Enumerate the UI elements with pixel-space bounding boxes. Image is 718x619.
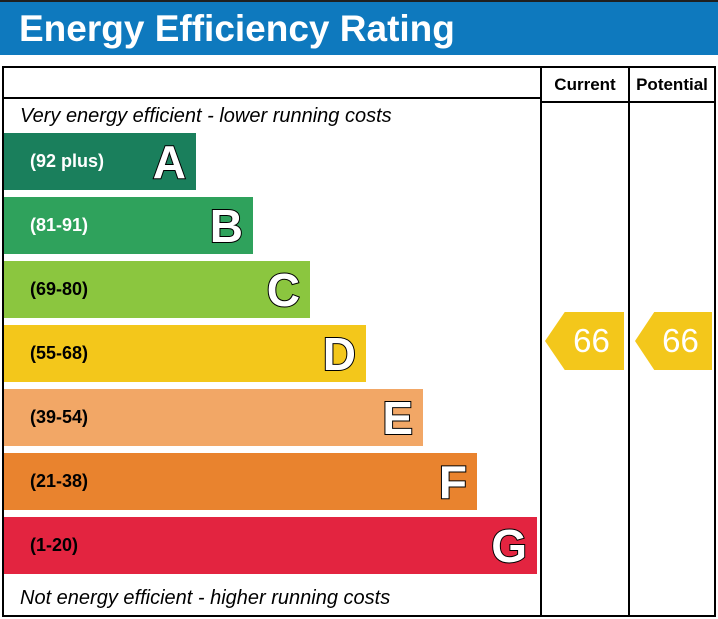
band-range-label: (69-80) (30, 279, 89, 299)
band-range-label: (21-38) (30, 471, 89, 491)
band-letter: G (490, 519, 528, 572)
band-row-e: (39-54) E (4, 389, 540, 446)
current-rating-value: 66 (573, 322, 610, 359)
header-scale-cell (4, 68, 540, 99)
band-range-label: (39-54) (30, 407, 89, 427)
current-body: 66 (542, 103, 628, 615)
current-rating-arrow: 66 (545, 312, 624, 370)
rating-table: Very energy efficient - lower running co… (2, 66, 716, 617)
band-bar-a: (92 plus) A (4, 133, 196, 190)
potential-rating-arrow: 66 (635, 312, 712, 370)
band-letter: A (152, 135, 187, 188)
band-letter: B (209, 199, 244, 252)
band-letter: C (266, 263, 301, 316)
title-bar: Energy Efficiency Rating (0, 0, 718, 55)
band-bar-c: (69-80) C (4, 261, 310, 318)
rating-bands: (92 plus) A (81-91) B (69-80) C (4, 133, 540, 574)
header-potential-cell: Potential (630, 68, 714, 103)
top-note: Very energy efficient - lower running co… (20, 104, 392, 127)
page-title: Energy Efficiency Rating (19, 7, 455, 49)
potential-label: Potential (636, 74, 708, 94)
band-bar-e: (39-54) E (4, 389, 423, 446)
current-label: Current (554, 74, 616, 94)
potential-column: Potential 66 (630, 68, 714, 615)
band-range-label: (1-20) (30, 535, 79, 555)
band-range-label: (92 plus) (30, 151, 105, 171)
rating-scale-column: Very energy efficient - lower running co… (4, 68, 542, 615)
band-bar-g: (1-20) G (4, 517, 537, 574)
bottom-note: Not energy efficient - higher running co… (20, 586, 391, 609)
band-row-c: (69-80) C (4, 261, 540, 318)
band-row-a: (92 plus) A (4, 133, 540, 190)
band-letter: D (322, 327, 357, 380)
band-range-label: (81-91) (30, 215, 89, 235)
potential-body: 66 (630, 103, 714, 615)
band-row-b: (81-91) B (4, 197, 540, 254)
band-row-g: (1-20) G (4, 517, 540, 574)
band-bar-d: (55-68) D (4, 325, 366, 382)
band-row-d: (55-68) D (4, 325, 540, 382)
rating-scale-body: Very energy efficient - lower running co… (4, 99, 540, 615)
header-current-cell: Current (542, 68, 628, 103)
band-letter: F (438, 455, 468, 508)
band-letter: E (381, 391, 414, 444)
band-row-f: (21-38) F (4, 453, 540, 510)
current-column: Current 66 (542, 68, 630, 615)
band-range-label: (55-68) (30, 343, 89, 363)
band-bar-b: (81-91) B (4, 197, 253, 254)
band-bar-f: (21-38) F (4, 453, 477, 510)
potential-rating-value: 66 (662, 322, 699, 359)
